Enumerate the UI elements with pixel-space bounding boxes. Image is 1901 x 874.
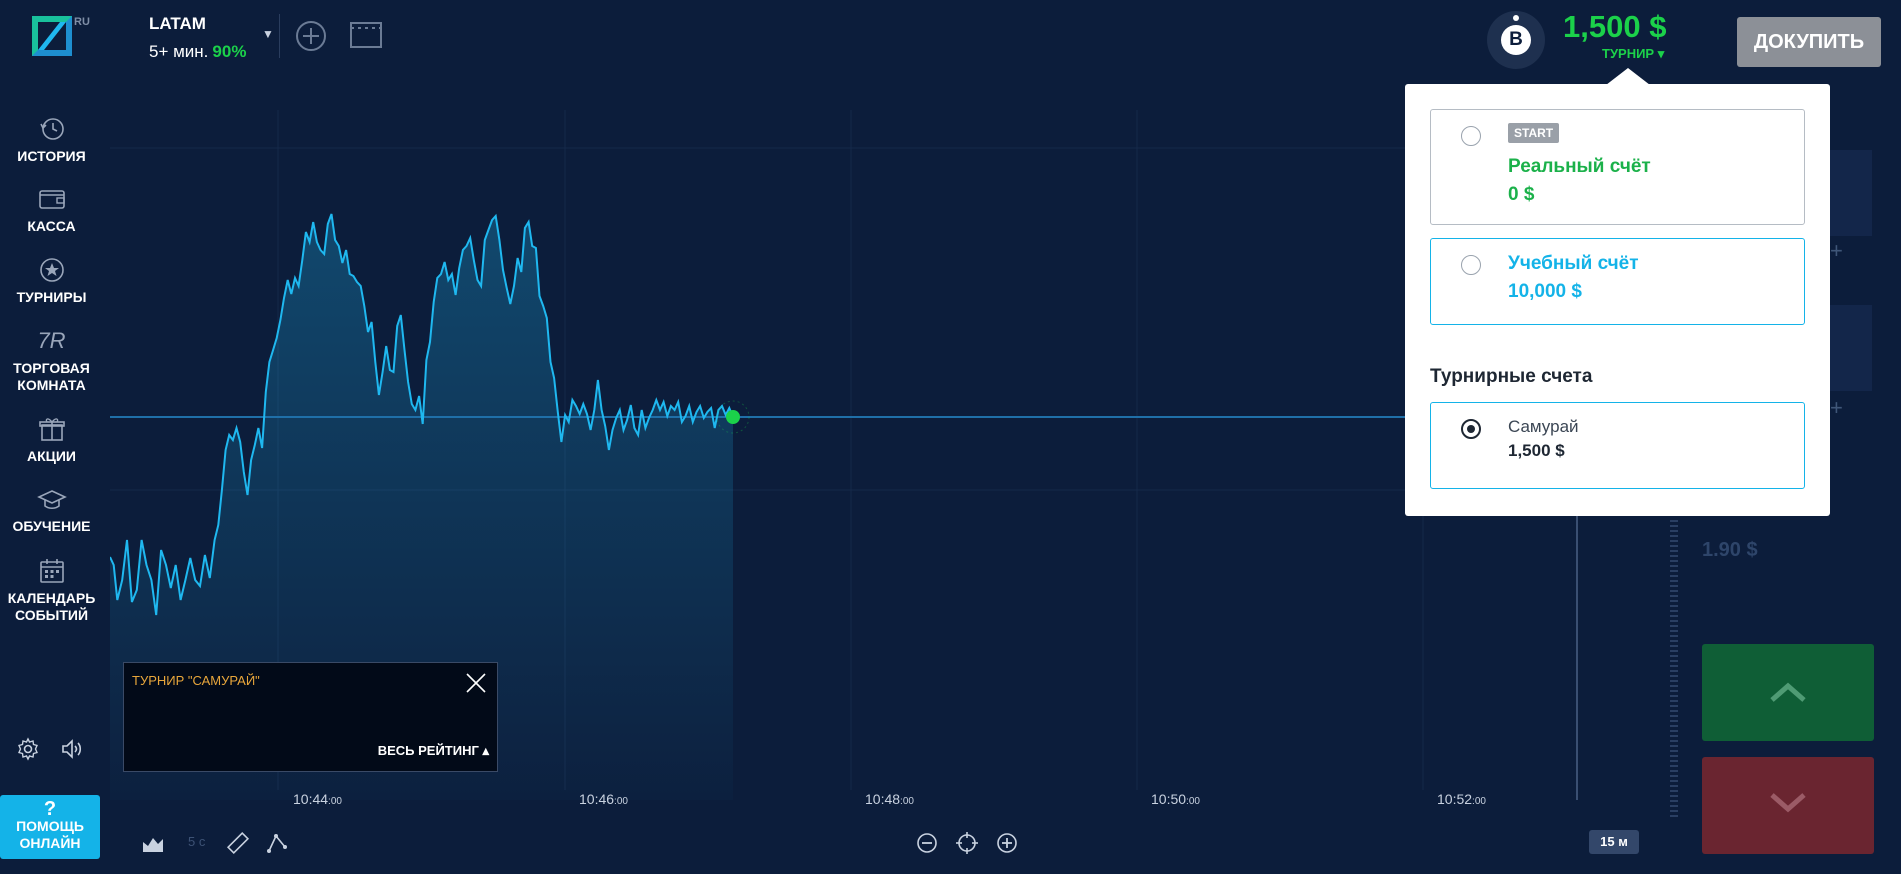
account-name: Реальный счёт — [1508, 156, 1651, 177]
account-option-real[interactable]: START Реальный счёт 0 $ — [1430, 109, 1805, 225]
time-label: 10:44:00 — [293, 791, 342, 807]
chart-area — [110, 214, 733, 800]
center-chart-icon[interactable] — [954, 830, 980, 856]
zoom-out-icon[interactable] — [914, 830, 940, 856]
time-label: 10:46:00 — [579, 791, 628, 807]
asset-dropdown-icon[interactable]: ▼ — [262, 27, 274, 41]
help-label-2: ОНЛАЙН — [19, 835, 81, 851]
gear-icon[interactable] — [16, 737, 40, 761]
account-name: Учебный счёт — [1508, 253, 1639, 274]
time-label: 10:48:00 — [865, 791, 914, 807]
sidebar-item-trading-room[interactable]: 7R ТОРГОВАЯ КОМНАТА — [0, 326, 103, 394]
avatar-indicator — [1513, 15, 1519, 21]
candle-interval[interactable]: 5 с — [188, 834, 206, 849]
radio-tournament[interactable] — [1461, 419, 1481, 439]
ruler-icon[interactable] — [225, 830, 251, 856]
wallet-icon — [38, 190, 65, 209]
start-badge: START — [1508, 123, 1560, 143]
price-scale — [1670, 520, 1678, 820]
drawing-tools-icon[interactable] — [264, 830, 290, 856]
account-value: 0 $ — [1508, 184, 1535, 205]
asset-payout: 90% — [212, 42, 247, 61]
calendar-icon — [39, 559, 64, 583]
sidebar-item-label: АКЦИИ — [26, 448, 76, 464]
sidebar-item-education[interactable]: ОБУЧЕНИЕ — [0, 484, 103, 535]
put-button[interactable] — [1702, 757, 1874, 854]
topup-button[interactable]: ДОКУПИТЬ — [1737, 17, 1881, 67]
asset-duration: 5+ мин. 90% — [149, 42, 246, 62]
arrow-up-icon — [1770, 682, 1806, 702]
locale-label: RU — [74, 16, 90, 28]
current-point-halo — [716, 400, 750, 434]
help-online-button[interactable]: ? ПОМОЩЬ ОНЛАЙН — [0, 795, 100, 859]
zoom-in-icon[interactable] — [994, 830, 1020, 856]
sidebar-item-cashier[interactable]: КАССА — [0, 184, 103, 235]
svg-text:+: + — [1830, 395, 1843, 420]
logo[interactable] — [30, 14, 80, 60]
account-type-selector[interactable]: ТУРНИР ▾ — [1602, 46, 1665, 61]
trading-room-icon: 7R — [37, 328, 66, 353]
layout-icon[interactable] — [350, 22, 382, 50]
help-label-1: ПОМОЩЬ — [16, 818, 84, 834]
current-point — [726, 410, 740, 424]
radio-real[interactable] — [1461, 126, 1481, 146]
chart-type-icon[interactable] — [140, 830, 166, 856]
sound-icon[interactable] — [60, 737, 84, 761]
history-icon — [39, 118, 64, 140]
timeframe-selector[interactable]: 15 м — [1589, 830, 1639, 854]
graduation-cap-icon — [36, 490, 67, 510]
account-option-demo[interactable]: Учебный счёт 10,000 $ — [1430, 238, 1805, 325]
gift-icon — [38, 418, 65, 441]
balance-amount[interactable]: 1,500 $ — [1563, 9, 1667, 44]
close-icon[interactable] — [464, 671, 488, 695]
asset-duration-text: 5+ мин. — [149, 42, 209, 61]
tournament-title: ТУРНИР "САМУРАЙ" — [132, 673, 260, 688]
sidebar-item-tournaments[interactable]: ТУРНИРЫ — [0, 255, 103, 306]
avatar-letter[interactable]: B — [1501, 25, 1531, 55]
sidebar-item-calendar[interactable]: КАЛЕНДАРЬ СОБЫТИЙ — [0, 556, 103, 624]
call-button[interactable] — [1702, 644, 1874, 741]
account-name: Самурай — [1508, 417, 1579, 436]
account-value: 1,500 $ — [1508, 441, 1565, 460]
sidebar-item-label: ОБУЧЕНИЕ — [12, 518, 91, 534]
account-dropdown: START Реальный счёт 0 $ Учебный счёт 10,… — [1405, 84, 1830, 516]
dropdown-arrow — [1606, 68, 1650, 85]
full-rating-link[interactable]: ВЕСЬ РЕЙТИНГ ▴ — [377, 743, 489, 758]
add-asset-icon[interactable] — [295, 20, 327, 52]
sidebar-item-label: КАЛЕНДАРЬ СОБЫТИЙ — [7, 590, 96, 623]
asset-name[interactable]: LATAM — [149, 14, 206, 33]
sidebar-item-label: ТУРНИРЫ — [16, 289, 87, 305]
help-icon: ? — [43, 798, 57, 820]
svg-text:+: + — [1830, 238, 1843, 263]
radio-demo[interactable] — [1461, 255, 1481, 275]
arrow-down-icon — [1770, 793, 1806, 813]
account-option-tournament[interactable]: Самурай 1,500 $ — [1430, 402, 1805, 489]
sidebar-item-label: ИСТОРИЯ — [17, 148, 86, 164]
trade-amount: 1.90 $ — [1702, 539, 1758, 560]
tournament-accounts-heading: Турнирные счета — [1430, 366, 1593, 387]
account-value: 10,000 $ — [1508, 281, 1582, 302]
sidebar-item-label: ТОРГОВАЯ КОМНАТА — [13, 360, 90, 393]
sidebar-item-history[interactable]: ИСТОРИЯ — [0, 114, 103, 165]
time-label: 10:52:00 — [1437, 791, 1486, 807]
tournament-widget: ТУРНИР "САМУРАЙ" ВЕСЬ РЕЙТИНГ ▴ — [123, 662, 498, 772]
price-line — [110, 213, 734, 616]
divider — [279, 14, 280, 58]
sidebar-item-promotions[interactable]: АКЦИИ — [0, 414, 103, 465]
time-label: 10:50:00 — [1151, 791, 1200, 807]
star-icon — [39, 258, 64, 282]
sidebar-item-label: КАССА — [27, 218, 76, 234]
